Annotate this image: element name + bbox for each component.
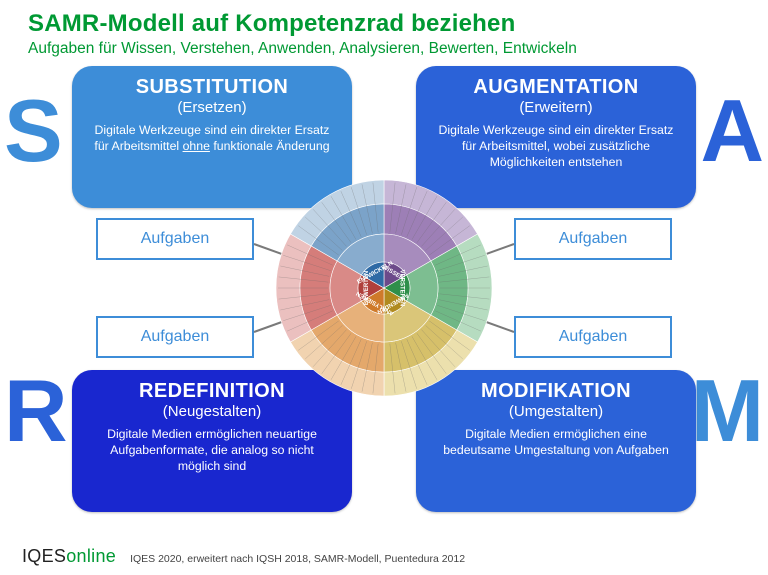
card-body: Digitale Medien ermöglichen eine bedeuts… — [430, 426, 682, 458]
letter-a: A — [700, 94, 764, 169]
competence-wheel: WISSENVERSTEHENANWENDENANALYSIERENBEWERT… — [274, 178, 494, 398]
card-subheading: (Ersetzen) — [86, 99, 338, 116]
card-subheading: (Umgestalten) — [430, 403, 682, 420]
card-body: Digitale Werkzeuge sind ein direkter Ers… — [430, 122, 682, 171]
taskbox-r: Aufgaben — [96, 316, 254, 358]
footer: IQESonline IQES 2020, erweitert nach IQS… — [22, 546, 746, 567]
letter-s: S — [4, 94, 63, 169]
letter-r: R — [4, 374, 68, 449]
diagram-stage: S A R M SUBSTITUTION (Ersetzen) Digitale… — [0, 66, 768, 536]
footer-source: IQES 2020, erweitert nach IQSH 2018, SAM… — [130, 553, 465, 565]
card-heading: SUBSTITUTION — [86, 76, 338, 99]
page-title: SAMR-Modell auf Kompetenzrad beziehen — [28, 10, 740, 38]
card-subheading: (Neugestalten) — [86, 403, 338, 420]
taskbox-m: Aufgaben — [514, 316, 672, 358]
card-subheading: (Erweitern) — [430, 99, 682, 116]
header: SAMR-Modell auf Kompetenzrad beziehen Au… — [0, 0, 768, 62]
card-heading: AUGMENTATION — [430, 76, 682, 99]
brand-logo: IQESonline — [22, 546, 116, 567]
taskbox-s: Aufgaben — [96, 218, 254, 260]
taskbox-a: Aufgaben — [514, 218, 672, 260]
card-body: Digitale Werkzeuge sind ein direkter Ers… — [86, 122, 338, 154]
letter-m: M — [691, 374, 764, 449]
page-subtitle: Aufgaben für Wissen, Verstehen, Anwenden… — [28, 40, 740, 58]
card-body: Digitale Medien ermöglichen neuartige Au… — [86, 426, 338, 475]
